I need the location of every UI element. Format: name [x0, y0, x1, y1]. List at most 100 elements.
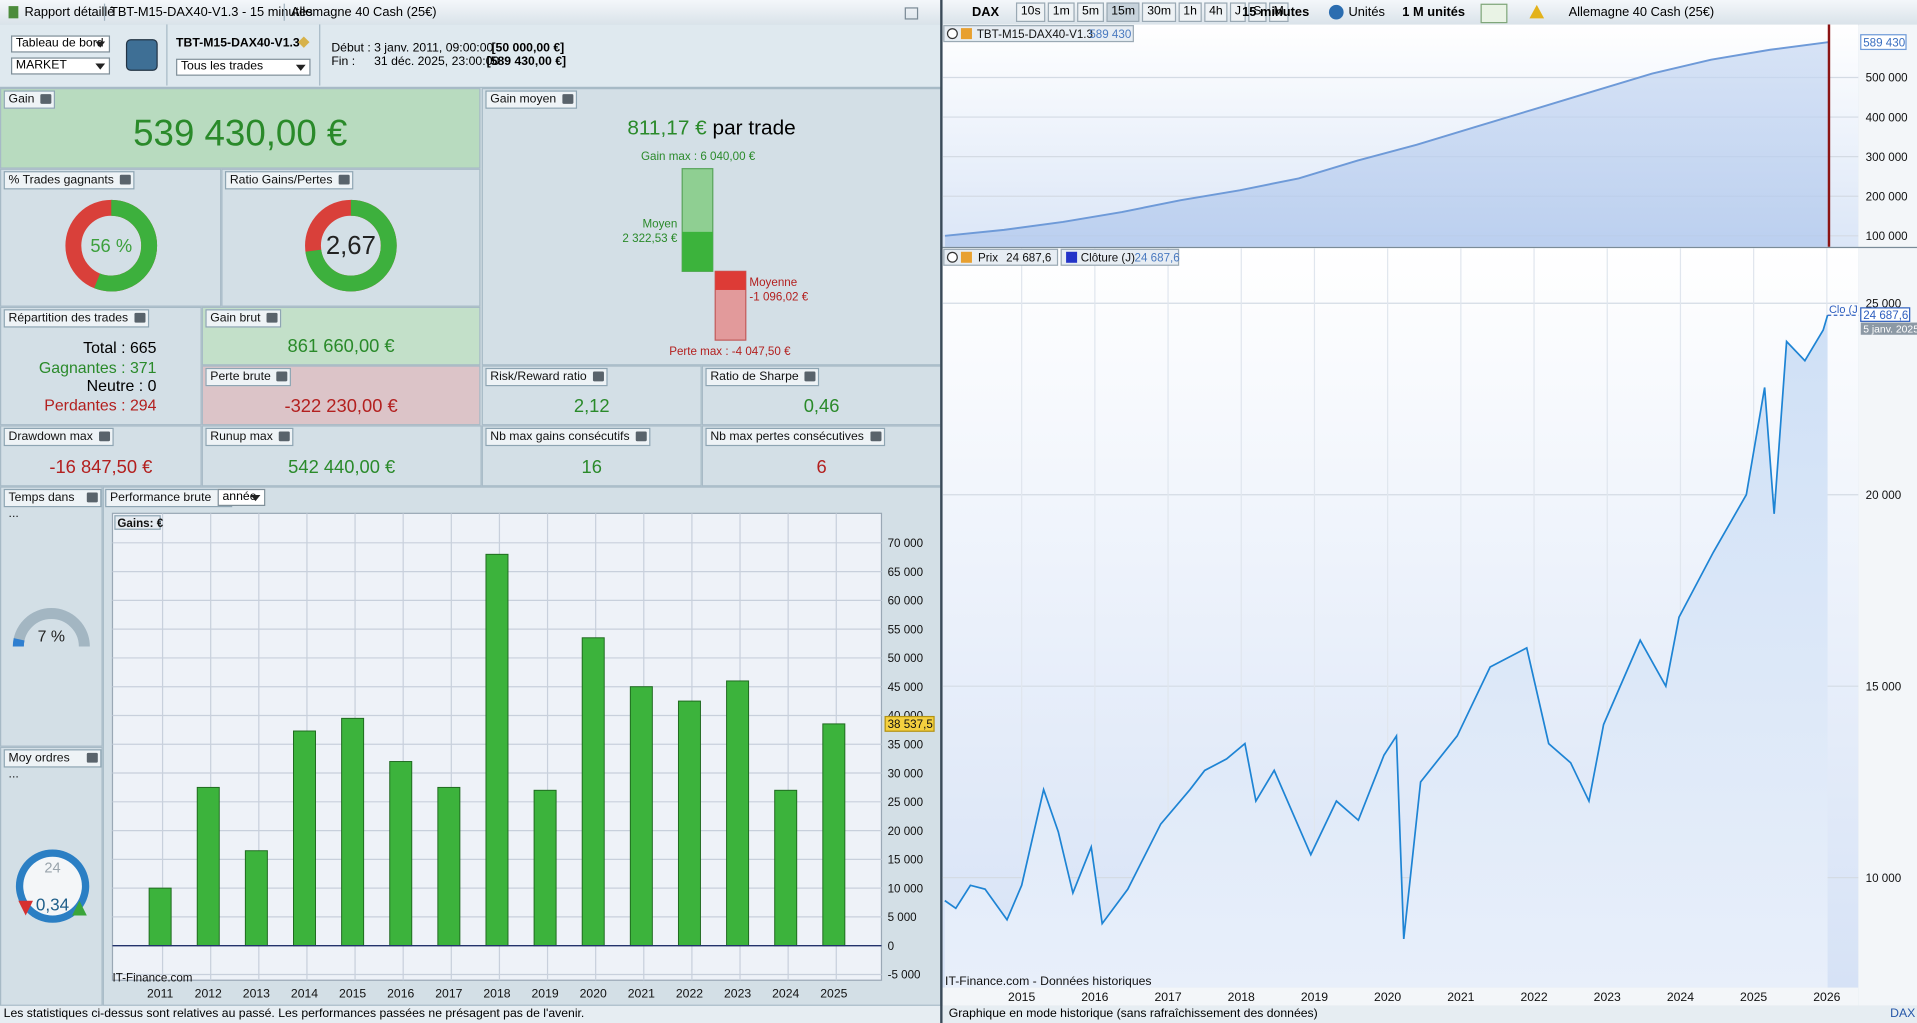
x-tick-label: 2023 [1594, 990, 1621, 1004]
quantity[interactable]: 1 M unités [1402, 4, 1466, 20]
y-tick-label: 50 000 [888, 652, 924, 665]
x-tick-label: 2020 [1374, 990, 1401, 1004]
start-capital: [50 000,00 €] [491, 41, 565, 55]
donut-win [65, 199, 158, 292]
x-tick-label: 2013 [243, 986, 270, 1000]
tab[interactable]: Allemagne 40 Cash (25€) [290, 4, 437, 20]
panel-title[interactable]: Gain [3, 90, 56, 109]
last-value-label: 38 537,5 [888, 718, 933, 731]
time-gauge: 7 % [12, 608, 90, 647]
last-value-tag [884, 715, 935, 732]
panel-title[interactable]: Gain brut [205, 309, 282, 328]
tab[interactable]: TBT-M15-DAX40-V1.3 - 15 minutes [110, 4, 313, 20]
panel-title[interactable]: Temps dans ... [3, 488, 102, 521]
row-label: Total : [83, 338, 126, 357]
trades-select[interactable]: Tous les trades [176, 58, 311, 76]
footer-symbol[interactable]: DAX [1890, 1007, 1916, 1021]
legend-value: 589 430 [1089, 28, 1131, 41]
interval[interactable]: 5m [1077, 2, 1104, 22]
tab[interactable]: Rapport détaillé [24, 4, 115, 20]
units[interactable]: Unités [1348, 4, 1385, 20]
panel-title[interactable]: Répartition des trades [3, 309, 149, 328]
y-tick-label: 10 000 [888, 882, 924, 895]
average-gain-graphic: Gain max : 6 040,00 € Moyen 2 322,53 € Moye… [622, 150, 808, 358]
arrow-red [18, 900, 34, 916]
symbol[interactable]: DAX [971, 4, 1000, 20]
legend-name: Prix [978, 252, 998, 265]
x-tick-label: 2022 [676, 986, 703, 1000]
x-tick-label: 2011 [147, 986, 173, 1000]
panel-title[interactable]: Perte brute [205, 367, 292, 387]
last-date-tag [1860, 322, 1917, 335]
y-tick-label: 55 000 [888, 623, 924, 636]
panel-title[interactable]: Ratio de Sharpe [705, 367, 820, 387]
interval[interactable]: S [1248, 2, 1267, 22]
system-name: TBT-M15-DAX40-V1.3 [176, 36, 300, 51]
end-label: Fin : [331, 54, 356, 69]
bar [677, 700, 701, 947]
y-tick-label: 5 000 [888, 911, 917, 924]
interval[interactable]: J [1230, 2, 1246, 22]
legend-name: Clôture (J) [1081, 252, 1135, 265]
bar [533, 789, 557, 947]
x-tick-label: 2023 [724, 986, 751, 1000]
y-tick-label: 35 000 [888, 739, 924, 752]
interval[interactable]: M [1268, 2, 1289, 22]
report-icon[interactable] [125, 39, 158, 71]
view-select[interactable]: Tableau de bord [11, 35, 111, 53]
interval[interactable]: 15m [1106, 2, 1140, 22]
y-tick-label: 20 000 [888, 825, 924, 838]
legend-value: 24 687,6 [1006, 252, 1051, 265]
end-date: 31 déc. 2025, 23:00:00 [374, 54, 500, 69]
right-toolbar: DAX 10s 1m 5m 15m 30m 1h 4h J S M 15 minutes Unit… [942, 0, 1917, 26]
chart-type-icon[interactable] [1480, 3, 1508, 24]
panel-title[interactable]: Moy ordres ... [3, 749, 102, 781]
row-total: Total : 665 [1, 339, 156, 358]
panel-title[interactable]: Nb max gains consécutifs [485, 427, 651, 447]
period-select[interactable]: année [217, 488, 266, 506]
interval[interactable]: 10s [1015, 2, 1046, 22]
mode-select[interactable]: MARKET [11, 57, 111, 75]
average-win-bar [682, 231, 713, 272]
legend-box [1060, 248, 1180, 266]
bar [774, 789, 798, 947]
panel-title[interactable]: Runup max [205, 427, 294, 447]
last-value-tag [1860, 307, 1911, 322]
max-losses-panel: Nb max pertes consécutives 6 [701, 425, 942, 487]
performance-chart: -5 000 0 5 000 10 000 15 000 20 000 25 000 30 0… [111, 512, 935, 1000]
panel-title[interactable]: Drawdown max [3, 427, 114, 447]
edit-icon[interactable] [298, 36, 310, 48]
ratio-donut: 2,67 [305, 199, 397, 292]
panel-title[interactable]: % Trades gagnants [3, 171, 135, 190]
donut-win [305, 199, 397, 292]
row-value: 0 [147, 376, 157, 395]
panel-title[interactable]: Performance brute [105, 488, 233, 508]
interval[interactable]: 30m [1142, 2, 1176, 22]
y-tick-label: 200 000 [1866, 191, 1908, 204]
row-value: 371 [129, 357, 157, 376]
panel-title[interactable]: Gain moyen [485, 90, 577, 109]
watermark: IT-Finance.com [112, 971, 192, 984]
period[interactable]: 15 minutes [1242, 4, 1310, 20]
units-icon[interactable] [1328, 4, 1344, 20]
gain-panel: Gain 539 430,00 € [0, 87, 481, 169]
average-gain-value: 811,17 € [627, 116, 707, 140]
window-button[interactable] [904, 7, 919, 20]
x-tick-label: 2025 [1740, 990, 1767, 1004]
y-tick-label: 15 000 [888, 854, 924, 867]
interval[interactable]: 1h [1178, 2, 1202, 22]
panel-title[interactable]: Nb max pertes consécutives [705, 427, 885, 447]
report-header: Tableau de bord MARKET TBT-M15-DAX40-V1.… [0, 24, 942, 88]
donut-label: 56 % [90, 235, 132, 256]
x-tick-label: 2024 [772, 986, 799, 1000]
x-tick-label: 2022 [1520, 990, 1547, 1004]
interval[interactable]: 1m [1047, 2, 1075, 22]
panel-title[interactable]: Risk/Reward ratio [485, 367, 608, 387]
y-tick-label: 65 000 [888, 566, 924, 579]
max-loss-label: Perte max : -4 047,50 € [669, 345, 791, 358]
chart-title-box [114, 515, 161, 530]
row-label: Neutre : [86, 376, 144, 395]
panel-title[interactable]: Ratio Gains/Pertes [224, 171, 354, 190]
interval[interactable]: 4h [1204, 2, 1228, 22]
